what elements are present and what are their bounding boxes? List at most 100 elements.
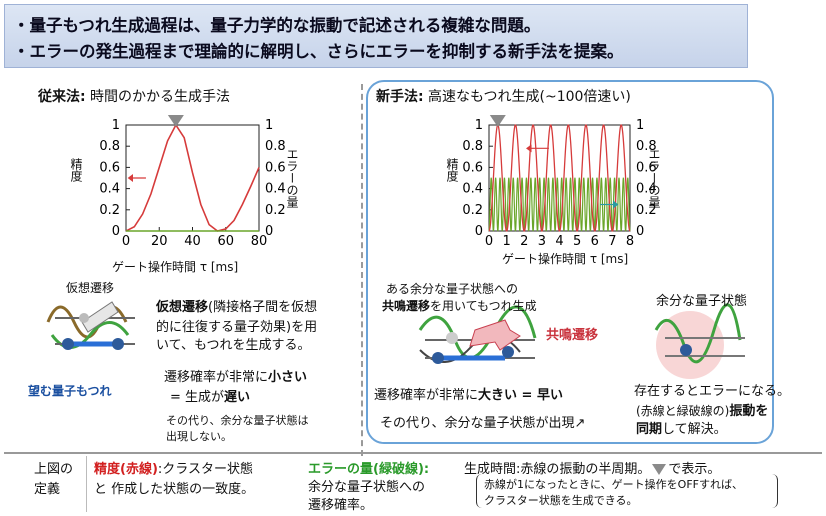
extra-state-label: 余分な量子状態	[656, 294, 748, 309]
resonance-line2: 共鳴遷移を用いてもつれ生成	[382, 297, 537, 314]
left-prob-2b: 遅い	[224, 390, 251, 405]
desired-entanglement-label: 望む量子もつれ	[28, 384, 112, 398]
right-chart-ytick-label: 0.6	[462, 160, 483, 175]
right-chart-xtick-label: 1	[502, 234, 510, 249]
right-chart-xtick-label: 8	[626, 234, 634, 249]
left-note-2: 出現しない。	[166, 430, 232, 443]
def-line1: 上図の	[34, 462, 74, 477]
down-arrow-icon	[652, 464, 667, 475]
extra-state-icon	[654, 303, 745, 379]
left-prob-1a: 遷移確率が非常に	[164, 370, 269, 385]
left-chart-ylabel: 精度	[69, 158, 83, 182]
right-chart-xtick-label: 6	[591, 234, 599, 249]
error-amount-line1: 余分な量子状態への	[308, 480, 426, 495]
right-chart-ytick-label: 0	[475, 224, 483, 239]
right-prob-a: 遷移確率が非常に	[374, 388, 479, 403]
error-line3b: して解決。	[662, 422, 727, 437]
banner-line-2: ・エラーの発生過程まで理論的に解明し、さらにエラーを抑制する新手法を提案。	[13, 42, 624, 61]
def-line2: 定義	[34, 482, 61, 497]
accuracy-title: 精度(赤線)	[94, 462, 158, 477]
left-desc-rest: (隣接格子間を仮想	[208, 300, 318, 315]
right-chart-ytick-label-right: 0.2	[636, 203, 657, 218]
left-chart-xtick-label: 60	[217, 234, 234, 249]
right-chart-ytick-label: 0.8	[462, 139, 483, 154]
error-line2b: 振動を	[729, 404, 769, 419]
right-chart-ytick-label-right: 0	[636, 224, 644, 239]
definitions-footer	[4, 452, 822, 516]
accuracy-arrowhead-icon	[526, 144, 532, 153]
error-arrowhead-icon	[613, 200, 619, 209]
resonant-transition-icon	[418, 305, 537, 364]
accuracy-series-line	[488, 124, 631, 232]
left-prob-1b: 小さい	[268, 370, 308, 385]
left-desc-line3: いて、もつれを生成する。	[156, 338, 311, 353]
accuracy-rest: :クラスター状態	[157, 462, 254, 477]
left-chart-ytick-label: 0.6	[99, 160, 120, 175]
resonance-rest: を用いてもつれ生成	[430, 299, 537, 313]
left-chart-xtick-label: 80	[251, 234, 268, 249]
right-prob-line: 遷移確率が非常に大きい = 早い	[374, 384, 563, 403]
right-chart-xtick-label: 7	[608, 234, 616, 249]
error-line3a: 同期	[636, 422, 663, 437]
left-chart-ytick-label: 0.2	[99, 203, 120, 218]
right-chart-ytick-label: 0.2	[462, 203, 483, 218]
lattice-potential-icon	[46, 301, 135, 350]
right-note: その代り、余分な量子状態が出現↗	[380, 416, 586, 431]
error-line3: 同期して解決。	[636, 418, 727, 437]
left-prob-2a: = 生成が	[170, 390, 225, 405]
right-chart-ytick-label-right: 1	[636, 118, 644, 133]
left-desc-line2: 的に往復する量子効果)を用	[156, 320, 318, 335]
virtual-transition-label: 仮想遷移	[66, 281, 115, 295]
left-heading: 従来法: 時間のかかる生成手法	[38, 86, 230, 106]
left-chart-ytick-label-right: 0	[265, 224, 273, 239]
right-heading-rest: 高速なもつれ生成(~100倍速い)	[423, 89, 631, 105]
right-chart-xtick-label: 2	[520, 234, 528, 249]
left-chart-ytick-label: 1	[112, 118, 120, 133]
left-chart-ylabel-right: エラーの量	[285, 148, 299, 208]
left-chart-ytick-label-right: 0.4	[265, 182, 286, 197]
right-chart-ytick-label-right: 0.8	[636, 139, 657, 154]
accuracy-line2: と 作成した状態の一致度。	[94, 482, 255, 497]
paren-line2: クラスター状態を生成できる。	[484, 494, 638, 507]
right-chart-ytick-label-right: 0.6	[636, 160, 657, 175]
left-note-1: その代り、余分な量子状態は	[166, 414, 309, 427]
right-chart-xtick-label: 0	[485, 234, 493, 249]
half-period-marker-icon	[167, 115, 184, 127]
left-chart-ytick-label: 0.8	[99, 139, 120, 154]
left-chart-ytick-label: 0	[112, 224, 120, 239]
right-prob-b: 大きい = 早い	[478, 388, 563, 403]
right-heading-bold: 新手法:	[376, 89, 424, 105]
paren-line1: 赤線が1になったときに、ゲート操作をOFFすれば、	[484, 478, 743, 491]
right-chart-xlabel: ゲート操作時間 τ [ms]	[502, 252, 629, 266]
headline-banner: ・量子もつれ生成過程は、量子力学的な振動で記述される複雑な問題。 ・エラーの発生…	[4, 4, 748, 68]
left-chart-ytick-label: 0.4	[99, 182, 120, 197]
right-heading: 新手法: 高速なもつれ生成(~100倍速い)	[376, 86, 631, 106]
left-chart-xtick-label: 40	[184, 234, 201, 249]
resonant-transition-label: 共鳴遷移	[546, 328, 599, 343]
accuracy-line1: 精度(赤線):クラスター状態	[94, 458, 253, 477]
accuracy-series-line	[125, 123, 260, 232]
left-chart-xlabel: ゲート操作時間 τ [ms]	[112, 260, 239, 274]
generation-time-text: 生成時間:赤線の振動の半周期。	[464, 462, 651, 477]
left-chart-ytick-label-right: 0.2	[265, 203, 286, 218]
left-heading-bold: 従来法:	[38, 89, 86, 105]
right-chart-ytick-label: 1	[475, 118, 483, 133]
error-amount-title: エラーの量(緑破線):	[308, 462, 430, 477]
left-chart-ytick-label-right: 1	[265, 118, 273, 133]
left-heading-rest: 時間のかかる生成手法	[85, 89, 231, 105]
accuracy-arrowhead-icon	[127, 174, 133, 182]
right-chart-xtick-label: 3	[538, 234, 546, 249]
left-prob-line2: = 生成が遅い	[170, 386, 250, 405]
half-period-marker-icon	[489, 115, 506, 127]
footer-sep-1	[86, 456, 87, 512]
right-chart-ylabel: 精度	[445, 158, 459, 182]
section-divider	[361, 84, 363, 456]
banner-line-1: ・量子もつれ生成過程は、量子力学的な振動で記述される複雑な問題。	[13, 16, 541, 35]
left-desc-line1: 仮想遷移(隣接格子間を仮想	[156, 296, 317, 315]
paren-box	[476, 474, 778, 508]
generation-time-tail: で表示。	[668, 462, 721, 477]
